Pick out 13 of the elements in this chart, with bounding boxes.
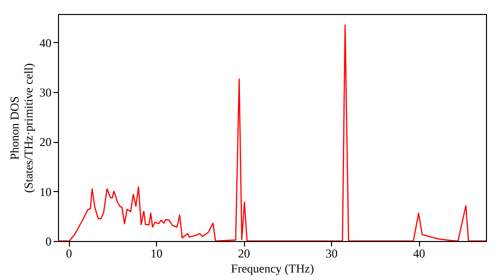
y-tick-label: 0 [46, 234, 52, 248]
x-tick-label: 40 [413, 246, 426, 260]
y-tick-label: 40 [40, 36, 52, 50]
y-axis-title: Phonon DOS (States/THz·primitive cell) [8, 63, 36, 193]
y-tick-label: 20 [40, 135, 52, 150]
y-tick-label: 10 [40, 184, 52, 199]
x-tick-label: 30 [326, 246, 338, 260]
x-tick-label: 10 [150, 246, 163, 260]
x-tick-label: 0 [66, 246, 72, 260]
line-series [58, 24, 486, 241]
x-axis-title: Frequency (THz) [231, 262, 314, 276]
y-tick-label: 30 [40, 85, 52, 100]
x-tick-label: 20 [238, 246, 250, 260]
